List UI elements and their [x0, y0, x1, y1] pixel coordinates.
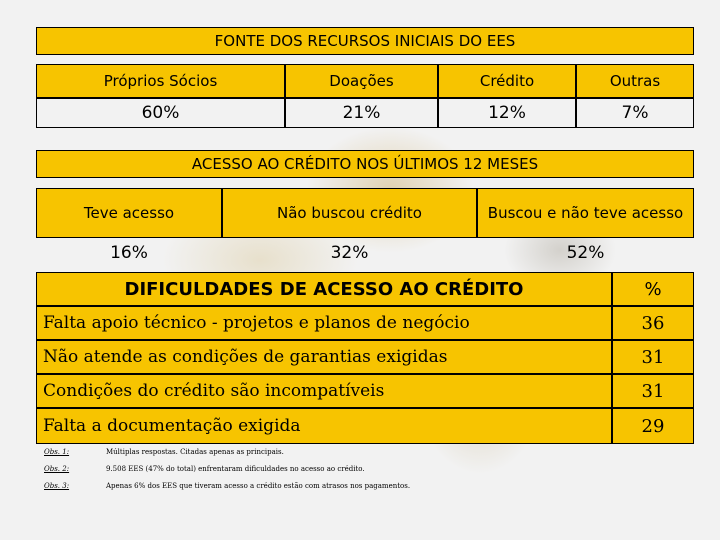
section2-header-buscou: Buscou e não teve acesso: [477, 188, 694, 238]
note-2-text: 9.508 EES (47% do total) enfrentaram dif…: [106, 465, 365, 473]
section1-value-proprios: 60%: [36, 98, 285, 128]
difficulty-row-value: 31: [612, 340, 694, 374]
section3-title: DIFICULDADES DE ACESSO AO CRÉDITO: [36, 272, 612, 306]
section2-value-nao-buscou: 32%: [330, 243, 369, 263]
section1-value-doacoes: 21%: [285, 98, 438, 128]
note-3-label: Obs. 3:: [44, 482, 70, 490]
difficulty-row-value: 36: [612, 306, 694, 340]
section2-header-teve: Teve acesso: [36, 188, 222, 238]
note-2-label: Obs. 2:: [44, 465, 70, 473]
section2-value-teve: 16%: [110, 243, 148, 263]
difficulty-row-label: Não atende as condições de garantias exi…: [36, 340, 612, 374]
note-3: Obs. 3:: [44, 482, 69, 490]
note-1-label: Obs. 1:: [44, 448, 70, 456]
difficulty-row-label: Condições do crédito são incompatíveis: [36, 374, 612, 408]
section3-pct-header: %: [612, 272, 694, 306]
section1-header-credito: Crédito: [438, 64, 576, 98]
difficulty-row-label: Falta apoio técnico - projetos e planos …: [36, 306, 612, 340]
section1-title: FONTE DOS RECURSOS INICIAIS DO EES: [36, 27, 694, 55]
note-1: Obs. 1:: [44, 448, 69, 456]
note-1-text: Múltiplas respostas. Citadas apenas as p…: [106, 448, 284, 456]
section2-value-buscou: 52%: [566, 243, 605, 263]
note-2: Obs. 2:: [44, 465, 69, 473]
section1-header-outras: Outras: [576, 64, 694, 98]
difficulty-row-value: 31: [612, 374, 694, 408]
difficulty-row-label: Falta a documentação exigida: [36, 408, 612, 444]
section1-value-outras: 7%: [576, 98, 694, 128]
section2-header-nao-buscou: Não buscou crédito: [222, 188, 477, 238]
note-3-text: Apenas 6% dos EES que tiveram acesso a c…: [106, 482, 411, 490]
section1-header-doacoes: Doações: [285, 64, 438, 98]
section1-value-credito: 12%: [438, 98, 576, 128]
difficulty-row-value: 29: [612, 408, 694, 444]
section2-title: ACESSO AO CRÉDITO NOS ÚLTIMOS 12 MESES: [36, 150, 694, 178]
section1-header-proprios: Próprios Sócios: [36, 64, 285, 98]
